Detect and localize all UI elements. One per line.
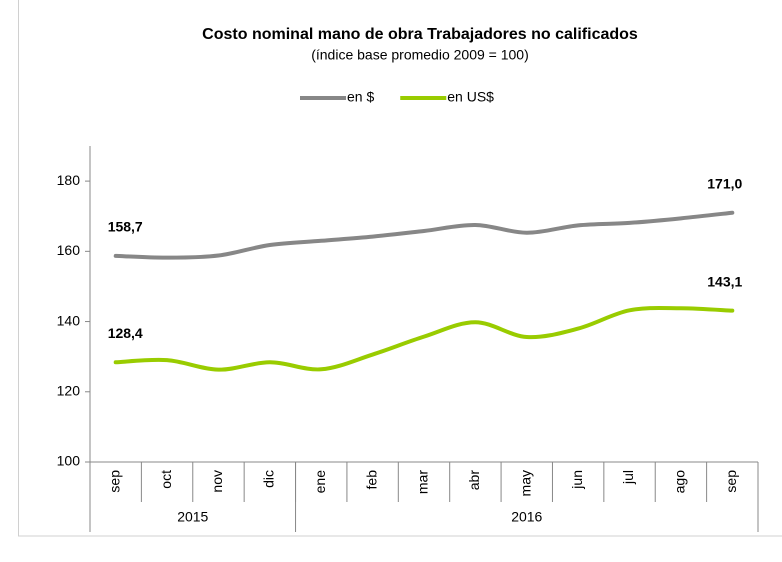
- x-tick-label: nov: [209, 470, 225, 493]
- y-tick-label: 100: [57, 453, 81, 469]
- x-tick-label: sep: [723, 470, 739, 493]
- x-tick-label: mar: [415, 470, 431, 494]
- data-label: 171,0: [707, 175, 742, 191]
- frame: [18, 0, 782, 537]
- chart-title: Costo nominal mano de obra Trabajadores …: [202, 26, 638, 43]
- y-tick-label: 160: [57, 242, 81, 258]
- x-tick-label: jun: [569, 470, 585, 490]
- x-tick-label: abr: [466, 470, 482, 491]
- x-tick-label: jul: [620, 470, 636, 485]
- x-tick-label: may: [517, 470, 533, 496]
- y-tick-label: 140: [57, 312, 81, 328]
- group-label: 2015: [177, 509, 208, 525]
- data-label: 158,7: [108, 219, 143, 235]
- legend-label: en $: [347, 89, 374, 105]
- y-tick-label: 120: [57, 382, 81, 398]
- x-tick-label: ene: [312, 470, 328, 494]
- chart-subtitle: (índice base promedio 2009 = 100): [311, 47, 529, 63]
- line: [113, 305, 735, 372]
- x-tick-label: dic: [261, 470, 277, 488]
- x-tick-label: sep: [106, 470, 122, 493]
- group-label: 2016: [511, 509, 542, 525]
- data-label: 143,1: [707, 273, 742, 289]
- data-label: 128,4: [108, 325, 143, 341]
- legend-label: en US$: [447, 89, 494, 105]
- x-tick-label: ago: [672, 470, 688, 494]
- x-tick-label: oct: [158, 470, 174, 489]
- line: [113, 210, 735, 260]
- y-tick-label: 180: [57, 172, 81, 188]
- x-tick-label: feb: [363, 470, 379, 490]
